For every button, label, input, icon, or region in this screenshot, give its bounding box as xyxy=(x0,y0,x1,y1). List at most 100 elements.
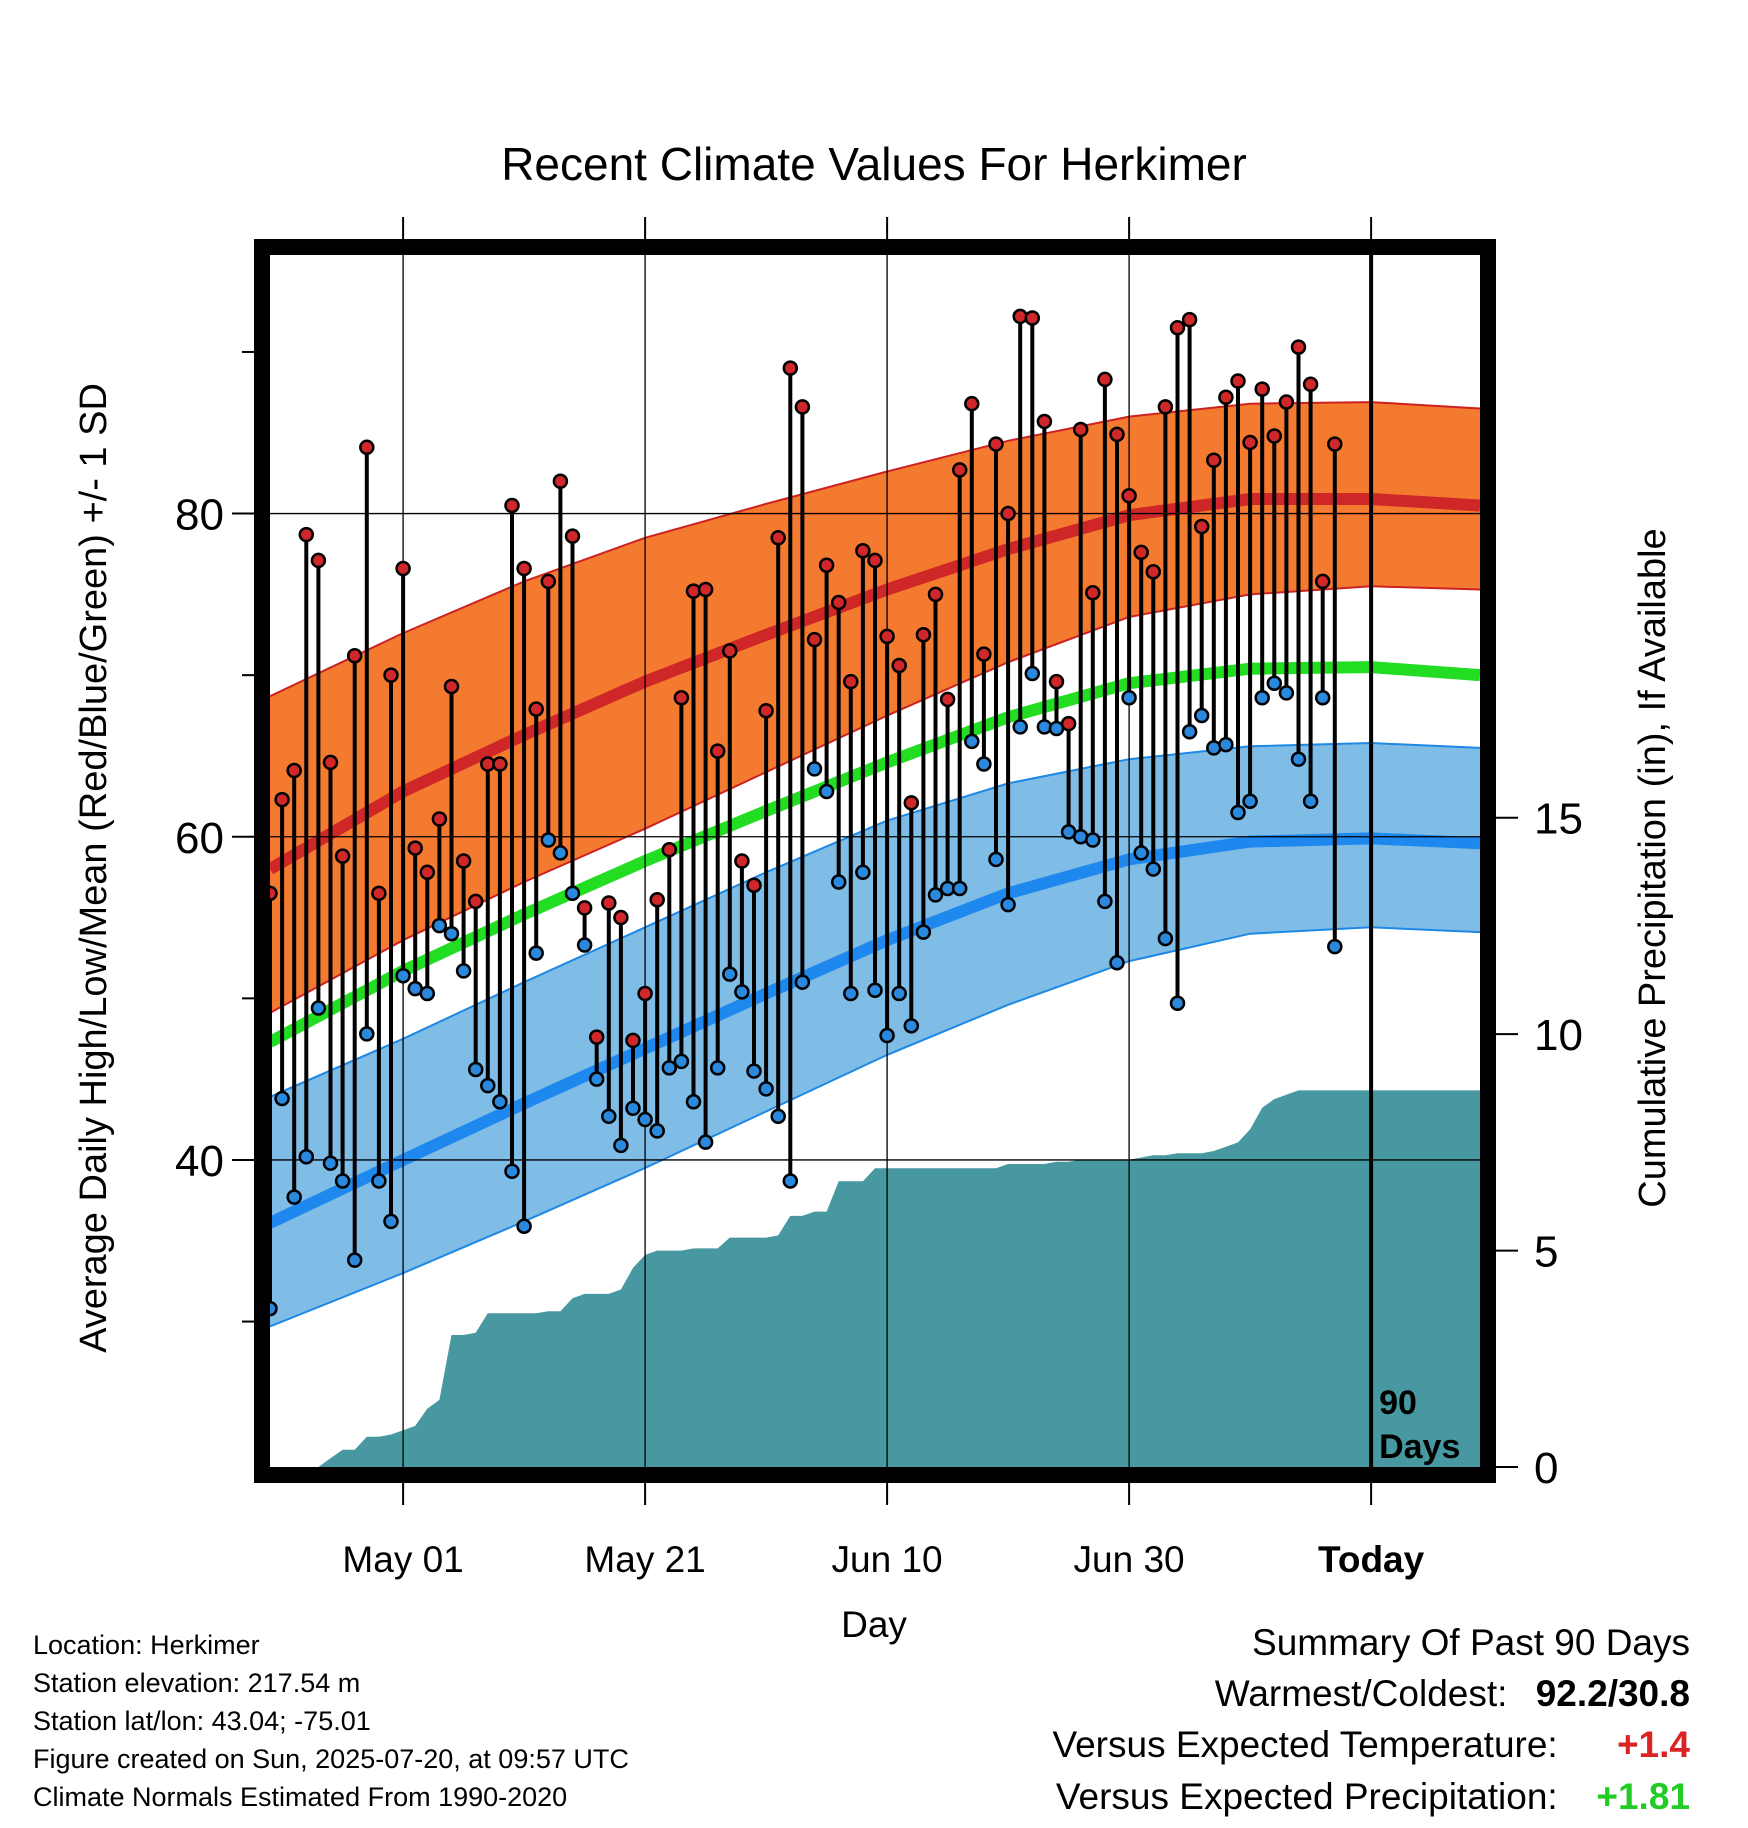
high-point xyxy=(613,909,629,926)
low-point xyxy=(734,984,750,1000)
high-point xyxy=(915,627,932,643)
high-point xyxy=(855,542,871,559)
low-point xyxy=(1097,893,1113,910)
high-point xyxy=(1327,436,1343,452)
high-point xyxy=(1060,715,1077,732)
high-point xyxy=(867,552,883,569)
high-point xyxy=(746,877,762,893)
x-axis-label: Day xyxy=(841,1604,907,1645)
low-point xyxy=(431,917,448,934)
high-point xyxy=(722,643,738,659)
low-point xyxy=(806,761,823,777)
high-point xyxy=(1206,452,1222,468)
high-point xyxy=(1000,505,1016,522)
low-point xyxy=(697,1134,714,1150)
low-point xyxy=(322,1155,339,1171)
low-point xyxy=(709,1060,726,1076)
high-point xyxy=(346,648,363,664)
low-point xyxy=(1121,690,1137,706)
low-point xyxy=(613,1137,629,1154)
low-point xyxy=(843,985,859,1002)
high-point xyxy=(1024,310,1041,326)
high-point xyxy=(528,701,544,717)
low-point xyxy=(794,974,811,990)
high-point xyxy=(455,853,472,869)
high-point xyxy=(697,581,714,598)
low-point xyxy=(346,1252,363,1268)
station-info: Location: Herkimer Station elevation: 21… xyxy=(33,1626,629,1816)
low-point xyxy=(1145,861,1162,877)
observations-group xyxy=(262,308,1343,1317)
high-point xyxy=(552,473,569,489)
x-tick-label: Jun 30 xyxy=(1074,1539,1185,1580)
low-point xyxy=(1314,690,1331,706)
low-point xyxy=(1133,845,1149,861)
high-point xyxy=(359,439,375,456)
warm-cold-label: Warmest/Coldest: xyxy=(1214,1673,1508,1714)
high-point xyxy=(1254,381,1270,397)
high-point xyxy=(443,678,460,695)
y-tick-label: 60 xyxy=(175,814,224,863)
low-point xyxy=(830,874,847,890)
normals-text: Climate Normals Estimated From 1990-2020 xyxy=(33,1782,568,1812)
x-tick-label: Today xyxy=(1318,1539,1425,1580)
low-point xyxy=(383,1213,399,1230)
low-point xyxy=(480,1077,496,1094)
high-point xyxy=(504,497,520,514)
low-point xyxy=(359,1026,375,1042)
high-point xyxy=(516,560,532,577)
high-point xyxy=(286,762,302,779)
low-point xyxy=(879,1027,895,1044)
y2-axis-label: Cumulative Precipitation (in), If Availa… xyxy=(1632,528,1674,1207)
precip-value: +1.81 xyxy=(1596,1776,1690,1817)
low-point xyxy=(1290,751,1307,767)
high-point xyxy=(879,628,895,645)
high-point xyxy=(964,395,980,412)
low-point xyxy=(661,1060,678,1076)
high-point xyxy=(310,552,327,569)
low-point xyxy=(371,1173,387,1189)
low-point xyxy=(298,1148,315,1165)
high-point xyxy=(830,594,847,611)
high-point xyxy=(1193,518,1210,535)
high-point xyxy=(371,885,387,902)
low-point xyxy=(540,832,557,848)
low-point xyxy=(1327,938,1343,955)
high-point xyxy=(1302,376,1319,393)
low-point xyxy=(867,982,883,999)
low-point xyxy=(685,1094,702,1110)
low-point xyxy=(576,937,593,953)
created-text: Figure created on Sun, 2025-07-20, at 09… xyxy=(33,1744,629,1774)
high-point xyxy=(770,530,786,546)
low-point xyxy=(1242,793,1258,809)
high-point xyxy=(492,756,508,772)
low-point xyxy=(770,1108,786,1125)
high-point xyxy=(1278,394,1295,410)
high-point xyxy=(1109,426,1125,443)
high-point xyxy=(431,811,448,827)
low-point xyxy=(516,1218,532,1234)
low-point xyxy=(964,733,980,750)
high-point xyxy=(976,646,992,662)
high-point xyxy=(576,900,593,916)
days-label-1: 90 xyxy=(1379,1384,1417,1422)
low-point xyxy=(1278,685,1295,701)
low-point xyxy=(443,925,460,942)
high-point xyxy=(758,702,774,719)
low-point xyxy=(673,1053,690,1070)
summary-title: Summary Of Past 90 Days xyxy=(1252,1622,1690,1663)
high-point xyxy=(891,657,907,674)
low-point xyxy=(927,887,944,903)
high-point xyxy=(1290,339,1307,355)
y-tick-label: 80 xyxy=(175,491,224,540)
high-point xyxy=(1121,488,1137,504)
high-point xyxy=(407,840,423,856)
low-point xyxy=(1109,955,1125,971)
high-point xyxy=(601,895,617,911)
high-point xyxy=(1072,421,1089,438)
low-point xyxy=(334,1173,351,1189)
low-point xyxy=(637,1111,653,1128)
low-point xyxy=(1024,665,1041,682)
high-point xyxy=(1133,544,1149,561)
high-point xyxy=(1048,673,1065,690)
